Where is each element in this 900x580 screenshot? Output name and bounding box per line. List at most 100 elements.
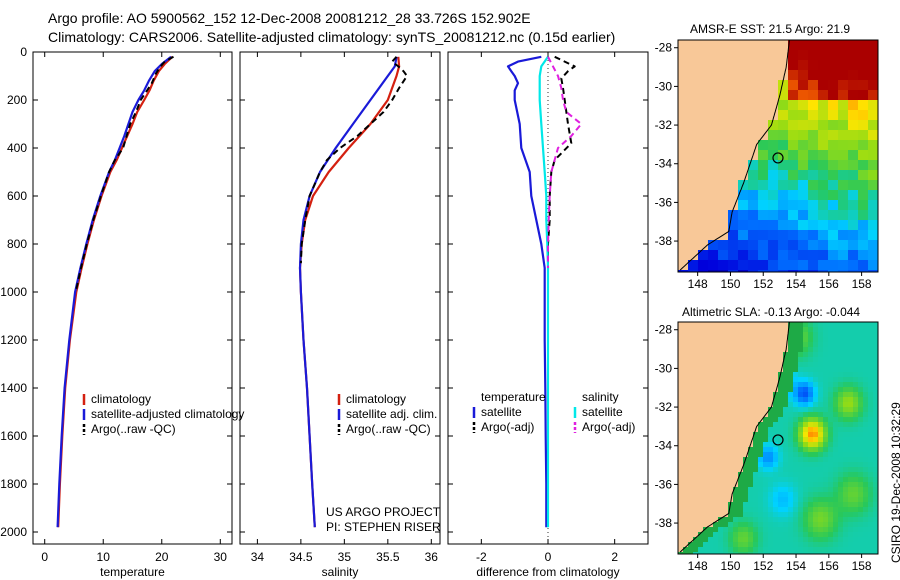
sla-map-cell [808,507,814,513]
sla-map-cell [688,392,694,398]
sla-map-cell [768,527,774,533]
sla-map-cell [718,352,724,358]
sla-map-cell [758,537,764,543]
sla-map-cell [738,447,744,453]
sla-map-cell [798,412,804,418]
sla-map-cell [703,472,709,478]
sla-map-cell [828,322,834,328]
sla-map-cell [873,477,879,483]
sla-map-cell [773,542,779,548]
sla-map-cell [753,502,759,508]
sla-map-cell [828,417,834,423]
sla-map-cell [818,437,824,443]
sla-map-cell [768,522,774,528]
sla-map-cell [698,422,704,428]
sla-map-cell [858,507,864,513]
sst-map-cell [708,180,719,191]
sla-map-cell [698,552,704,555]
sla-map-cell [703,417,709,423]
sla-map-cell [738,422,744,428]
sla-map-cell [733,402,739,408]
sst-map-cell [768,260,779,271]
sst-map-cell [688,150,699,161]
sla-map-cell [733,537,739,543]
sla-map-cell [713,447,719,453]
sla-map-cell [808,517,814,523]
sla-map-cell [743,347,749,353]
sla-map-cell [823,537,829,543]
sla-map-cell [823,542,829,548]
sla-map-cell [783,447,789,453]
sla-map-cell [803,492,809,498]
sla-map-cell [708,512,714,518]
sla-map-cell [803,487,809,493]
sla-map-cell [783,442,789,448]
sla-map-cell [798,437,804,443]
sla-map-cell [678,522,684,528]
sst-map-cell [808,80,819,91]
sla-map-cell [788,332,794,338]
sla-map-cell [753,512,759,518]
sla-map-cell [728,462,734,468]
sla-map-cell [738,382,744,388]
sla-map-cell [728,322,734,328]
sst-map-cell [848,170,859,181]
sla-map-cell [723,387,729,393]
sla-map-cell [843,442,849,448]
sla-map-cell [678,372,684,378]
sla-map-cell [863,527,869,533]
sla-map-cell [788,447,794,453]
sla-map-cell [828,497,834,503]
sla-map-cell [798,467,804,473]
sla-map-cell [698,427,704,433]
sst-map-cell [808,260,819,271]
sla-map-cell [788,387,794,393]
sla-map-cell [848,372,854,378]
sla-map-cell [768,392,774,398]
difference-legend-temp-argo: Argo(-adj) [481,420,534,434]
sla-map-cell [723,552,729,555]
sla-map-cell [848,437,854,443]
sst-map-cell [828,50,839,61]
sla-map-cell [788,362,794,368]
sst-map-x-tick-label: 150 [720,277,740,291]
sst-map-cell [808,200,819,211]
sla-map-cell [713,497,719,503]
sst-map-cell [738,150,749,161]
sla-map-cell [798,342,804,348]
sla-map-cell [808,417,814,423]
sst-map-cell [818,200,829,211]
sla-map-cell [698,477,704,483]
sla-map-cell [848,552,854,555]
sla-map-cell [818,537,824,543]
sla-map-cell [853,322,859,328]
sla-map-cell [853,327,859,333]
sla-map-cell [758,357,764,363]
sla-map-cell [733,417,739,423]
sla-map-cell [713,417,719,423]
sla-map-cell [723,477,729,483]
sla-map-cell [723,392,729,398]
sla-map-cell [833,357,839,363]
sla-map-cell [798,362,804,368]
sla-map-cell [768,367,774,373]
sla-map-cell [683,407,689,413]
sla-map-cell [688,512,694,518]
sst-map-cell [828,150,839,161]
sst-map-cell [768,90,779,101]
sla-map-cell [793,447,799,453]
sla-map-cell [783,517,789,523]
sla-map-cell [773,522,779,528]
sst-map-cell [798,240,809,251]
sla-map-y-tick-label: -36 [655,477,673,491]
sst-map-cell [728,40,739,51]
sst-map-cell [728,100,739,111]
sla-map-cell [753,407,759,413]
sla-map-cell [763,497,769,503]
sst-map-cell [678,70,689,81]
sla-map-cell [763,337,769,343]
sst-map-cell [708,210,719,221]
sst-map-cell [678,260,689,271]
sla-map-cell [778,357,784,363]
sla-map-cell [868,392,874,398]
